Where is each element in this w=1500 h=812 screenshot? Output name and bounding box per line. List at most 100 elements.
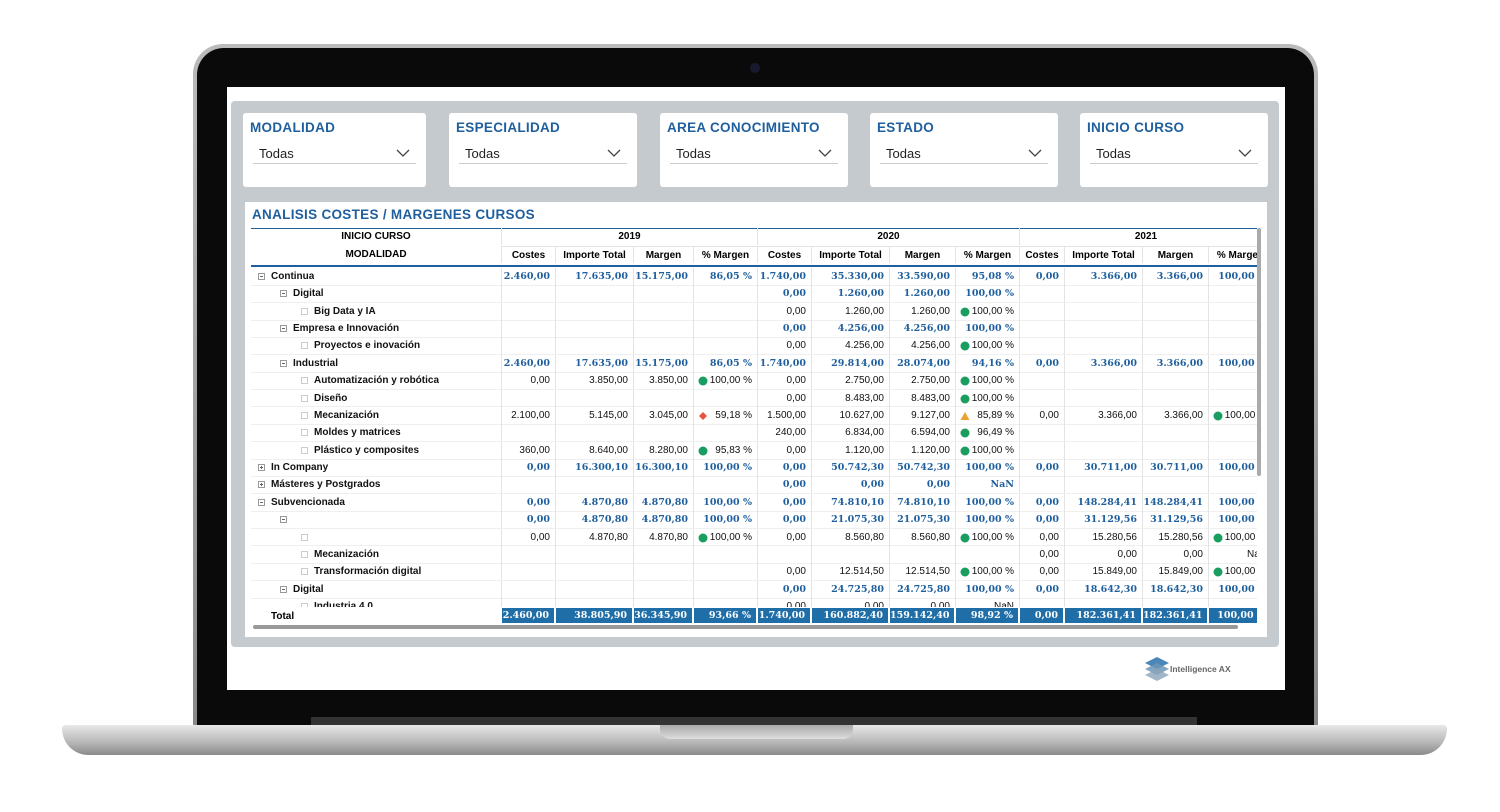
cell: 4.256,00 [889,337,955,355]
cell: 21.075,30 [811,511,889,529]
cell [633,320,693,338]
filter-card[interactable]: MODALIDAD Todas [243,113,426,187]
toggle[interactable] [280,359,287,367]
cell: 4.870,80 [633,511,693,529]
cell: 100,00 % [955,302,1019,320]
header-line [251,228,1257,229]
cell: 8.483,00 [889,389,955,407]
cell [1208,285,1257,303]
row-line [251,562,1257,564]
toggle[interactable] [258,464,265,472]
toggle[interactable] [280,290,287,298]
status-icon [960,567,970,577]
column-header: % Margen [1208,246,1257,263]
cell [555,580,633,598]
cell: 3.366,00 [1064,268,1142,285]
cell: 1.740,00 [757,268,811,285]
toggle-minus [260,276,263,277]
cell [633,424,693,442]
cell: 94,16 % [955,354,1019,372]
filter-card[interactable]: ESTADO Todas [870,113,1058,187]
cell: 100,00 % [693,511,757,529]
filter-dropdown[interactable]: Todas [880,142,1048,164]
toggle [301,533,308,541]
filter-card[interactable]: ESPECIALIDAD Todas [449,113,637,187]
filter-dropdown[interactable]: Todas [1090,142,1258,164]
cell: 1.260,00 [811,302,889,320]
toggle-minus [282,588,285,590]
toggle-minus [282,293,285,295]
logo-icon [1145,657,1169,681]
toggle[interactable] [258,481,265,489]
cell: 0,00 [1019,268,1064,285]
cell [1142,441,1208,459]
filter-value: Todas [1096,146,1131,161]
chevron [1028,149,1042,157]
cell [1019,302,1064,320]
cell: 100,00 % [1208,511,1257,529]
cell: 86,05 % [693,354,757,372]
cell: 3.366,00 [1142,406,1208,424]
cell [1064,598,1142,616]
cell [1064,441,1142,459]
row-line [251,319,1257,321]
toggle[interactable] [258,273,265,280]
cell [555,563,633,581]
cell [501,580,555,598]
cell: 17.635,00 [555,354,633,372]
cell: 21.075,30 [889,511,955,529]
filter-card[interactable]: AREA CONOCIMIENTO Todas [660,113,848,187]
cell [1064,424,1142,442]
cell [633,476,693,494]
cell: 0,00 [1019,580,1064,598]
cell [501,302,555,320]
total-cell: 38.805,90 [556,608,632,623]
cell: 100,00 % [955,337,1019,355]
total-cell: 0,00 [1020,608,1063,623]
cell: 85,89 % [955,406,1019,424]
status-icon [698,446,708,456]
cell: 100,00 % [1208,563,1257,581]
cell: 1.260,00 [889,302,955,320]
toggle [301,394,308,402]
filter-dropdown[interactable]: Todas [253,142,416,164]
toggle[interactable] [280,585,287,593]
cell [1142,598,1208,616]
cell: 100,00 % [955,580,1019,598]
toggle[interactable] [280,325,287,333]
cell: 4.870,80 [555,528,633,546]
toggle[interactable] [280,516,287,524]
status-icon [698,533,708,543]
toggle[interactable] [258,498,265,506]
filter-card[interactable]: INICIO CURSO Todas [1080,113,1268,187]
cell: 100,00 % [955,511,1019,529]
cell: 8.640,00 [555,441,633,459]
cell: 148.284,41 [1064,493,1142,511]
cell [693,302,757,320]
cell: 15.175,00 [633,354,693,372]
cell: 50.742,30 [811,459,889,477]
column-header: Margen [1142,246,1208,263]
status-icon [960,428,970,438]
cell [633,598,693,616]
cell: 15.175,00 [633,268,693,285]
cell [633,580,693,598]
cell: 0,00 [757,476,811,494]
cell: 0,00 [811,598,889,616]
filter-value: Todas [886,146,921,161]
cell: 15.280,56 [1142,528,1208,546]
cell: 0,00 [1064,545,1142,563]
filter-dropdown[interactable]: Todas [670,142,838,164]
cell [633,389,693,407]
cell: 24.725,80 [889,580,955,598]
cell [1019,389,1064,407]
filter-dropdown[interactable]: Todas [459,142,627,164]
total-cell: 182.361,41 [1065,608,1141,623]
cell [555,424,633,442]
cell: 6.594,00 [889,424,955,442]
cell: 2.750,00 [889,372,955,390]
logo-text: Intelligence AX [1170,664,1231,674]
cell: NaN [955,598,1019,616]
cell: 0,00 [1019,354,1064,372]
total-cell: 1.740,00 [758,608,810,623]
